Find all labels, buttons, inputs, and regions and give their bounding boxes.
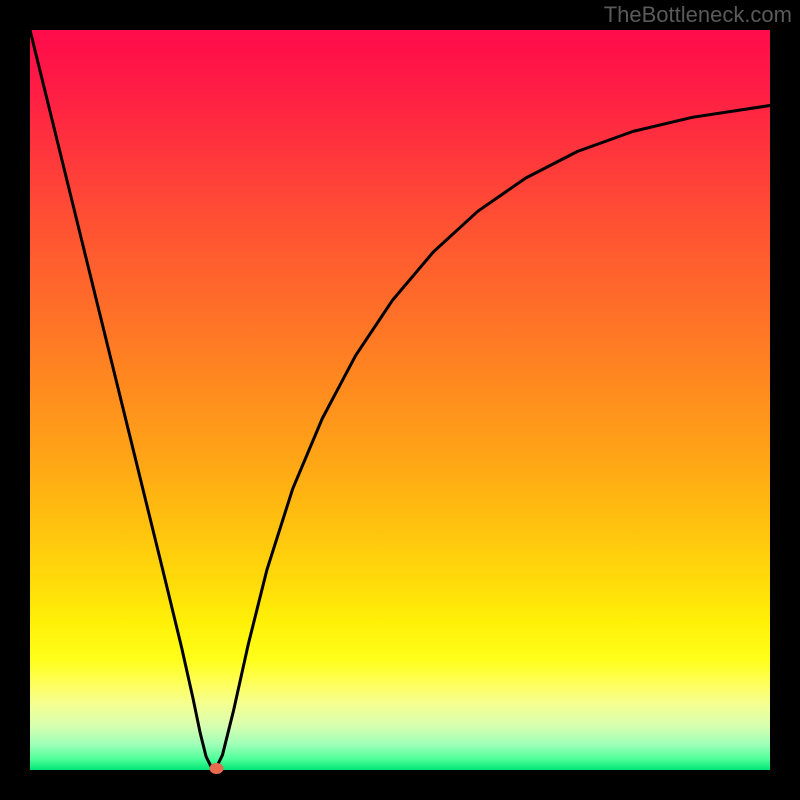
watermark-text: TheBottleneck.com: [604, 2, 792, 27]
bottleneck-curve-chart: TheBottleneck.com: [0, 0, 800, 800]
optimal-point-marker: [209, 763, 223, 774]
plot-background: [30, 30, 770, 770]
chart-container: TheBottleneck.com: [0, 0, 800, 800]
